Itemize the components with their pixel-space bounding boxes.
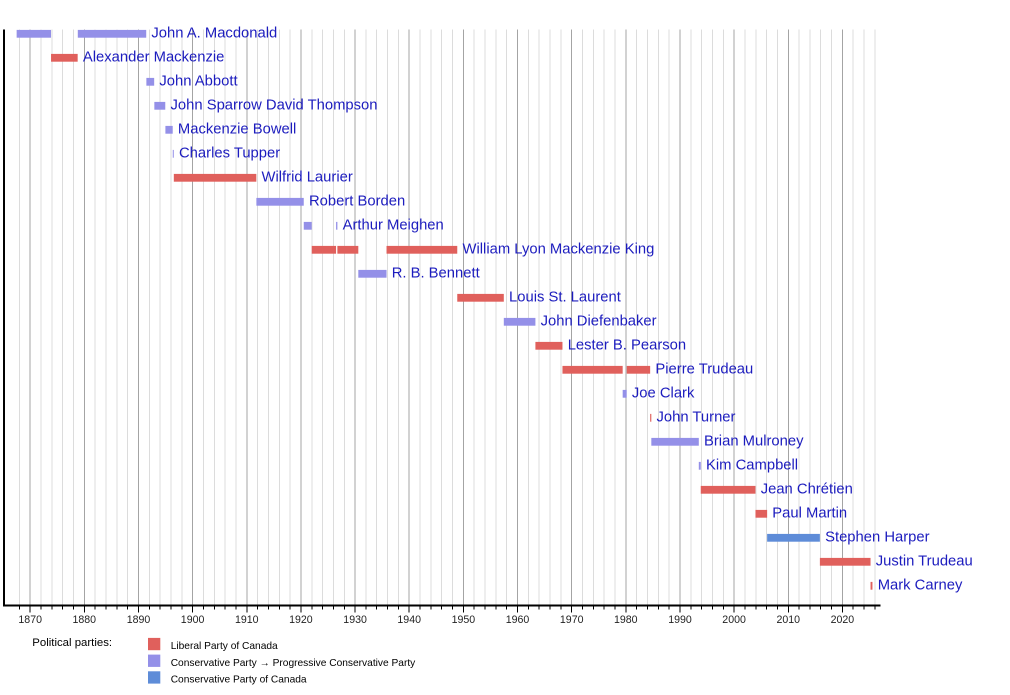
svg-text:Robert Borden: Robert Borden [309, 194, 405, 210]
svg-text:Justin Trudeau: Justin Trudeau [876, 554, 973, 570]
svg-text:1920: 1920 [289, 614, 313, 626]
svg-text:Brian Mulroney: Brian Mulroney [704, 434, 804, 450]
svg-text:2020: 2020 [831, 614, 855, 626]
svg-text:1950: 1950 [452, 614, 476, 626]
svg-text:Joe Clark: Joe Clark [632, 386, 695, 402]
svg-text:Wilfrid Laurier: Wilfrid Laurier [262, 170, 353, 186]
svg-text:John Abbott: John Abbott [159, 74, 237, 90]
svg-text:1870: 1870 [18, 614, 42, 626]
svg-text:R. B. Bennett: R. B. Bennett [392, 266, 480, 282]
svg-text:Political parties:: Political parties: [32, 637, 112, 649]
svg-text:John Diefenbaker: John Diefenbaker [541, 314, 657, 330]
svg-text:1940: 1940 [397, 614, 421, 626]
svg-text:Mark Carney: Mark Carney [878, 578, 963, 594]
svg-text:Stephen Harper: Stephen Harper [825, 530, 930, 546]
svg-text:1970: 1970 [560, 614, 584, 626]
svg-text:1900: 1900 [181, 614, 205, 626]
svg-text:John Sparrow David Thompson: John Sparrow David Thompson [171, 98, 378, 114]
svg-text:Pierre Trudeau: Pierre Trudeau [655, 362, 753, 378]
svg-text:1930: 1930 [343, 614, 367, 626]
svg-text:Kim Campbell: Kim Campbell [706, 458, 798, 474]
svg-text:1990: 1990 [668, 614, 692, 626]
svg-text:John A. Macdonald: John A. Macdonald [151, 26, 277, 42]
svg-text:1960: 1960 [506, 614, 530, 626]
svg-text:2010: 2010 [777, 614, 801, 626]
svg-text:Arthur Meighen: Arthur Meighen [343, 218, 444, 234]
svg-text:Conservative Party of Canada: Conservative Party of Canada [171, 675, 307, 686]
svg-text:2000: 2000 [722, 614, 746, 626]
svg-text:William Lyon Mackenzie King: William Lyon Mackenzie King [463, 242, 655, 258]
svg-text:1880: 1880 [73, 614, 97, 626]
svg-text:Mackenzie Bowell: Mackenzie Bowell [178, 122, 296, 138]
svg-text:Alexander Mackenzie: Alexander Mackenzie [83, 50, 224, 66]
svg-text:Lester B. Pearson: Lester B. Pearson [568, 338, 686, 354]
svg-text:1910: 1910 [235, 614, 259, 626]
svg-text:Jean Chrétien: Jean Chrétien [761, 482, 853, 498]
svg-text:1890: 1890 [127, 614, 151, 626]
svg-text:Charles Tupper: Charles Tupper [179, 146, 280, 162]
svg-text:1980: 1980 [614, 614, 638, 626]
svg-text:Liberal Party of Canada: Liberal Party of Canada [171, 641, 278, 652]
svg-text:Conservative Party → Progressi: Conservative Party → Progressive Conserv… [171, 658, 416, 669]
svg-text:John Turner: John Turner [657, 410, 736, 426]
svg-text:Louis St. Laurent: Louis St. Laurent [509, 290, 621, 306]
svg-text:Paul Martin: Paul Martin [772, 506, 847, 522]
